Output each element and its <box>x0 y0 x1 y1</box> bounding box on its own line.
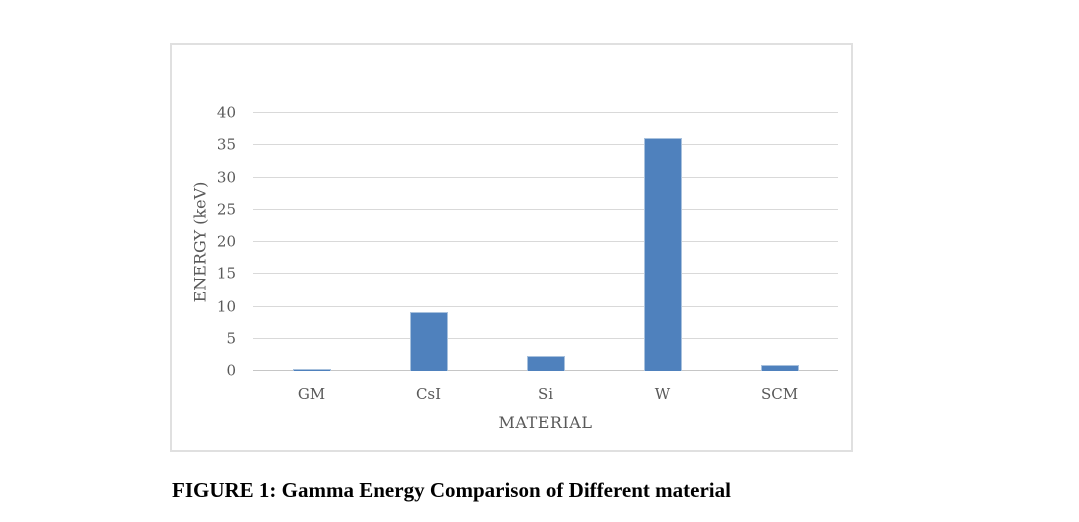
y-tick-label: 25 <box>216 200 236 219</box>
category-label-W: W <box>654 385 671 403</box>
bar-CsI <box>409 312 448 371</box>
y-tick-label: 15 <box>216 264 236 283</box>
y-tick-label: 10 <box>216 297 236 315</box>
y-tick-label: 5 <box>226 329 236 348</box>
gridline <box>253 241 838 242</box>
gridline <box>253 305 838 307</box>
y-tick-label: 35 <box>216 135 236 154</box>
category-label-SCM: SCM <box>760 385 799 403</box>
plot-area <box>253 112 838 371</box>
bar-Si <box>526 356 565 371</box>
x-axis-title: MATERIAL <box>498 413 593 432</box>
gridline <box>253 144 838 146</box>
category-label-CsI: CsI <box>415 385 442 403</box>
y-axis-tick-labels: 0 5 10 15 20 25 30 35 40 <box>172 105 244 378</box>
gridline <box>253 337 838 339</box>
y-tick-label: 30 <box>216 168 236 186</box>
chart-frame: ENERGY (keV) 0 5 10 15 20 25 30 35 40 GM CsI Si W SC… <box>170 43 853 452</box>
gridline <box>253 273 838 275</box>
gridline <box>253 208 838 210</box>
figure-caption: FIGURE 1: Gamma Energy Comparison of Dif… <box>172 478 731 502</box>
y-tick-label: 0 <box>226 361 236 380</box>
bar-SCM <box>760 364 799 371</box>
category-label-GM: GM <box>297 385 326 403</box>
bar-GM <box>292 369 331 371</box>
bar-W <box>643 137 682 371</box>
y-tick-label: 40 <box>216 103 236 122</box>
gridline <box>253 112 838 113</box>
category-label-Si: Si <box>537 385 554 403</box>
gridline <box>253 176 838 178</box>
y-tick-label: 20 <box>216 232 236 251</box>
x-axis-category-labels: GM CsI Si W SCM <box>253 385 838 405</box>
